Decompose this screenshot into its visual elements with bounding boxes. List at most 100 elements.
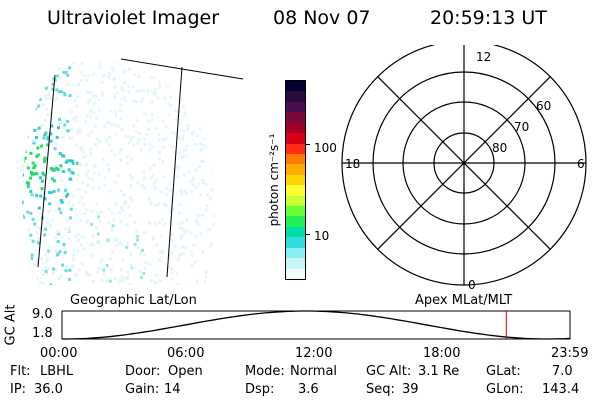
emission-dot [181,105,185,109]
emission-dot [218,230,221,233]
emission-dot [207,118,211,122]
emission-dot [87,74,91,78]
emission-dot [43,196,47,200]
lat-label-70: 70 [514,120,529,134]
emission-dot [53,249,57,253]
emission-dot [110,211,114,215]
emission-dot [64,269,68,273]
filter-value: LBHL [40,364,74,379]
emission-dot [146,127,150,131]
polar-plot: 12 6 0 18 60 70 80 [341,45,587,292]
emission-dot [178,203,182,207]
emission-dot [70,264,74,268]
emission-dot [37,88,41,92]
emission-dot [207,76,211,79]
emission-dot [43,253,47,257]
emission-dot [83,56,86,59]
colorbar-segment [286,258,305,269]
colorbar-segment [286,143,305,154]
emission-dot [68,268,72,272]
emission-dot [142,177,146,181]
emission-dot [78,130,82,134]
emission-dot [22,200,24,204]
emission-dot [220,131,223,134]
emission-dot [76,284,80,286]
emission-dot [216,246,219,249]
ip-value: 36.0 [34,382,63,397]
emission-dot [115,91,119,95]
emission-dot [119,97,123,101]
emission-dot [190,250,194,254]
emission-dot [131,198,134,202]
emission-dot [195,82,199,86]
emission-dot [22,240,26,244]
emission-dot [145,132,149,136]
emission-dot [143,69,147,73]
colorbar-tickmark [305,234,310,235]
emission-dot [69,128,73,132]
emission-dot [177,121,181,125]
emission-dot [199,159,203,163]
emission-dot [185,218,189,222]
emission-dot [58,120,62,124]
lon-line-1 [37,74,56,268]
emission-dot [129,175,133,179]
emission-dot [192,176,195,180]
emission-dot [91,280,95,283]
emission-dot [119,117,122,121]
emission-dot [44,269,48,273]
emission-dot [184,91,188,95]
emission-dot [55,96,59,100]
mlt-label-18: 18 [345,157,360,171]
emission-dot [130,266,134,270]
emission-dot [86,133,90,137]
emission-dot [26,166,30,170]
emission-dot [152,182,156,186]
emission-dot [117,151,121,155]
emission-dot [122,81,126,85]
emission-dot [74,159,78,163]
emission-dot [58,117,61,121]
emission-dot [85,79,89,82]
emission-dot [54,236,58,239]
emission-dot [184,144,188,148]
emission-dot [22,159,25,163]
emission-dot [205,204,209,208]
emission-dot [107,143,111,147]
emission-dot [212,64,216,68]
emission-dot [205,208,209,212]
emission-dot [68,94,72,98]
emission-dot [161,218,165,221]
emission-dot [189,72,193,76]
emission-dot [27,182,31,186]
emission-dot [169,205,173,209]
emission-dot [181,221,185,225]
emission-dot [41,171,45,175]
emission-dot [163,222,167,226]
colorbar-segment [286,153,305,165]
emission-dot [116,174,120,178]
emission-dot [158,82,162,86]
emission-dot [208,227,212,231]
emission-dot [110,268,113,272]
emission-dot [63,93,67,97]
emission-dot [23,156,27,160]
emission-dot [89,91,93,94]
emission-dot [47,249,51,253]
emission-dot [75,287,78,290]
emission-dot [216,97,219,100]
emission-dot [158,151,161,154]
emission-dot [46,135,50,139]
emission-dot [22,244,26,248]
emission-dot [22,246,26,250]
emission-dot [207,100,211,104]
emission-dot [191,179,195,182]
emission-dot [55,135,59,139]
emission-dot [213,155,216,159]
colorbar-segment [286,247,305,259]
emission-dot [114,237,118,241]
emission-dot [184,189,187,193]
emission-dot [165,79,169,83]
emission-dot [128,214,132,217]
emission-dot [203,137,207,141]
